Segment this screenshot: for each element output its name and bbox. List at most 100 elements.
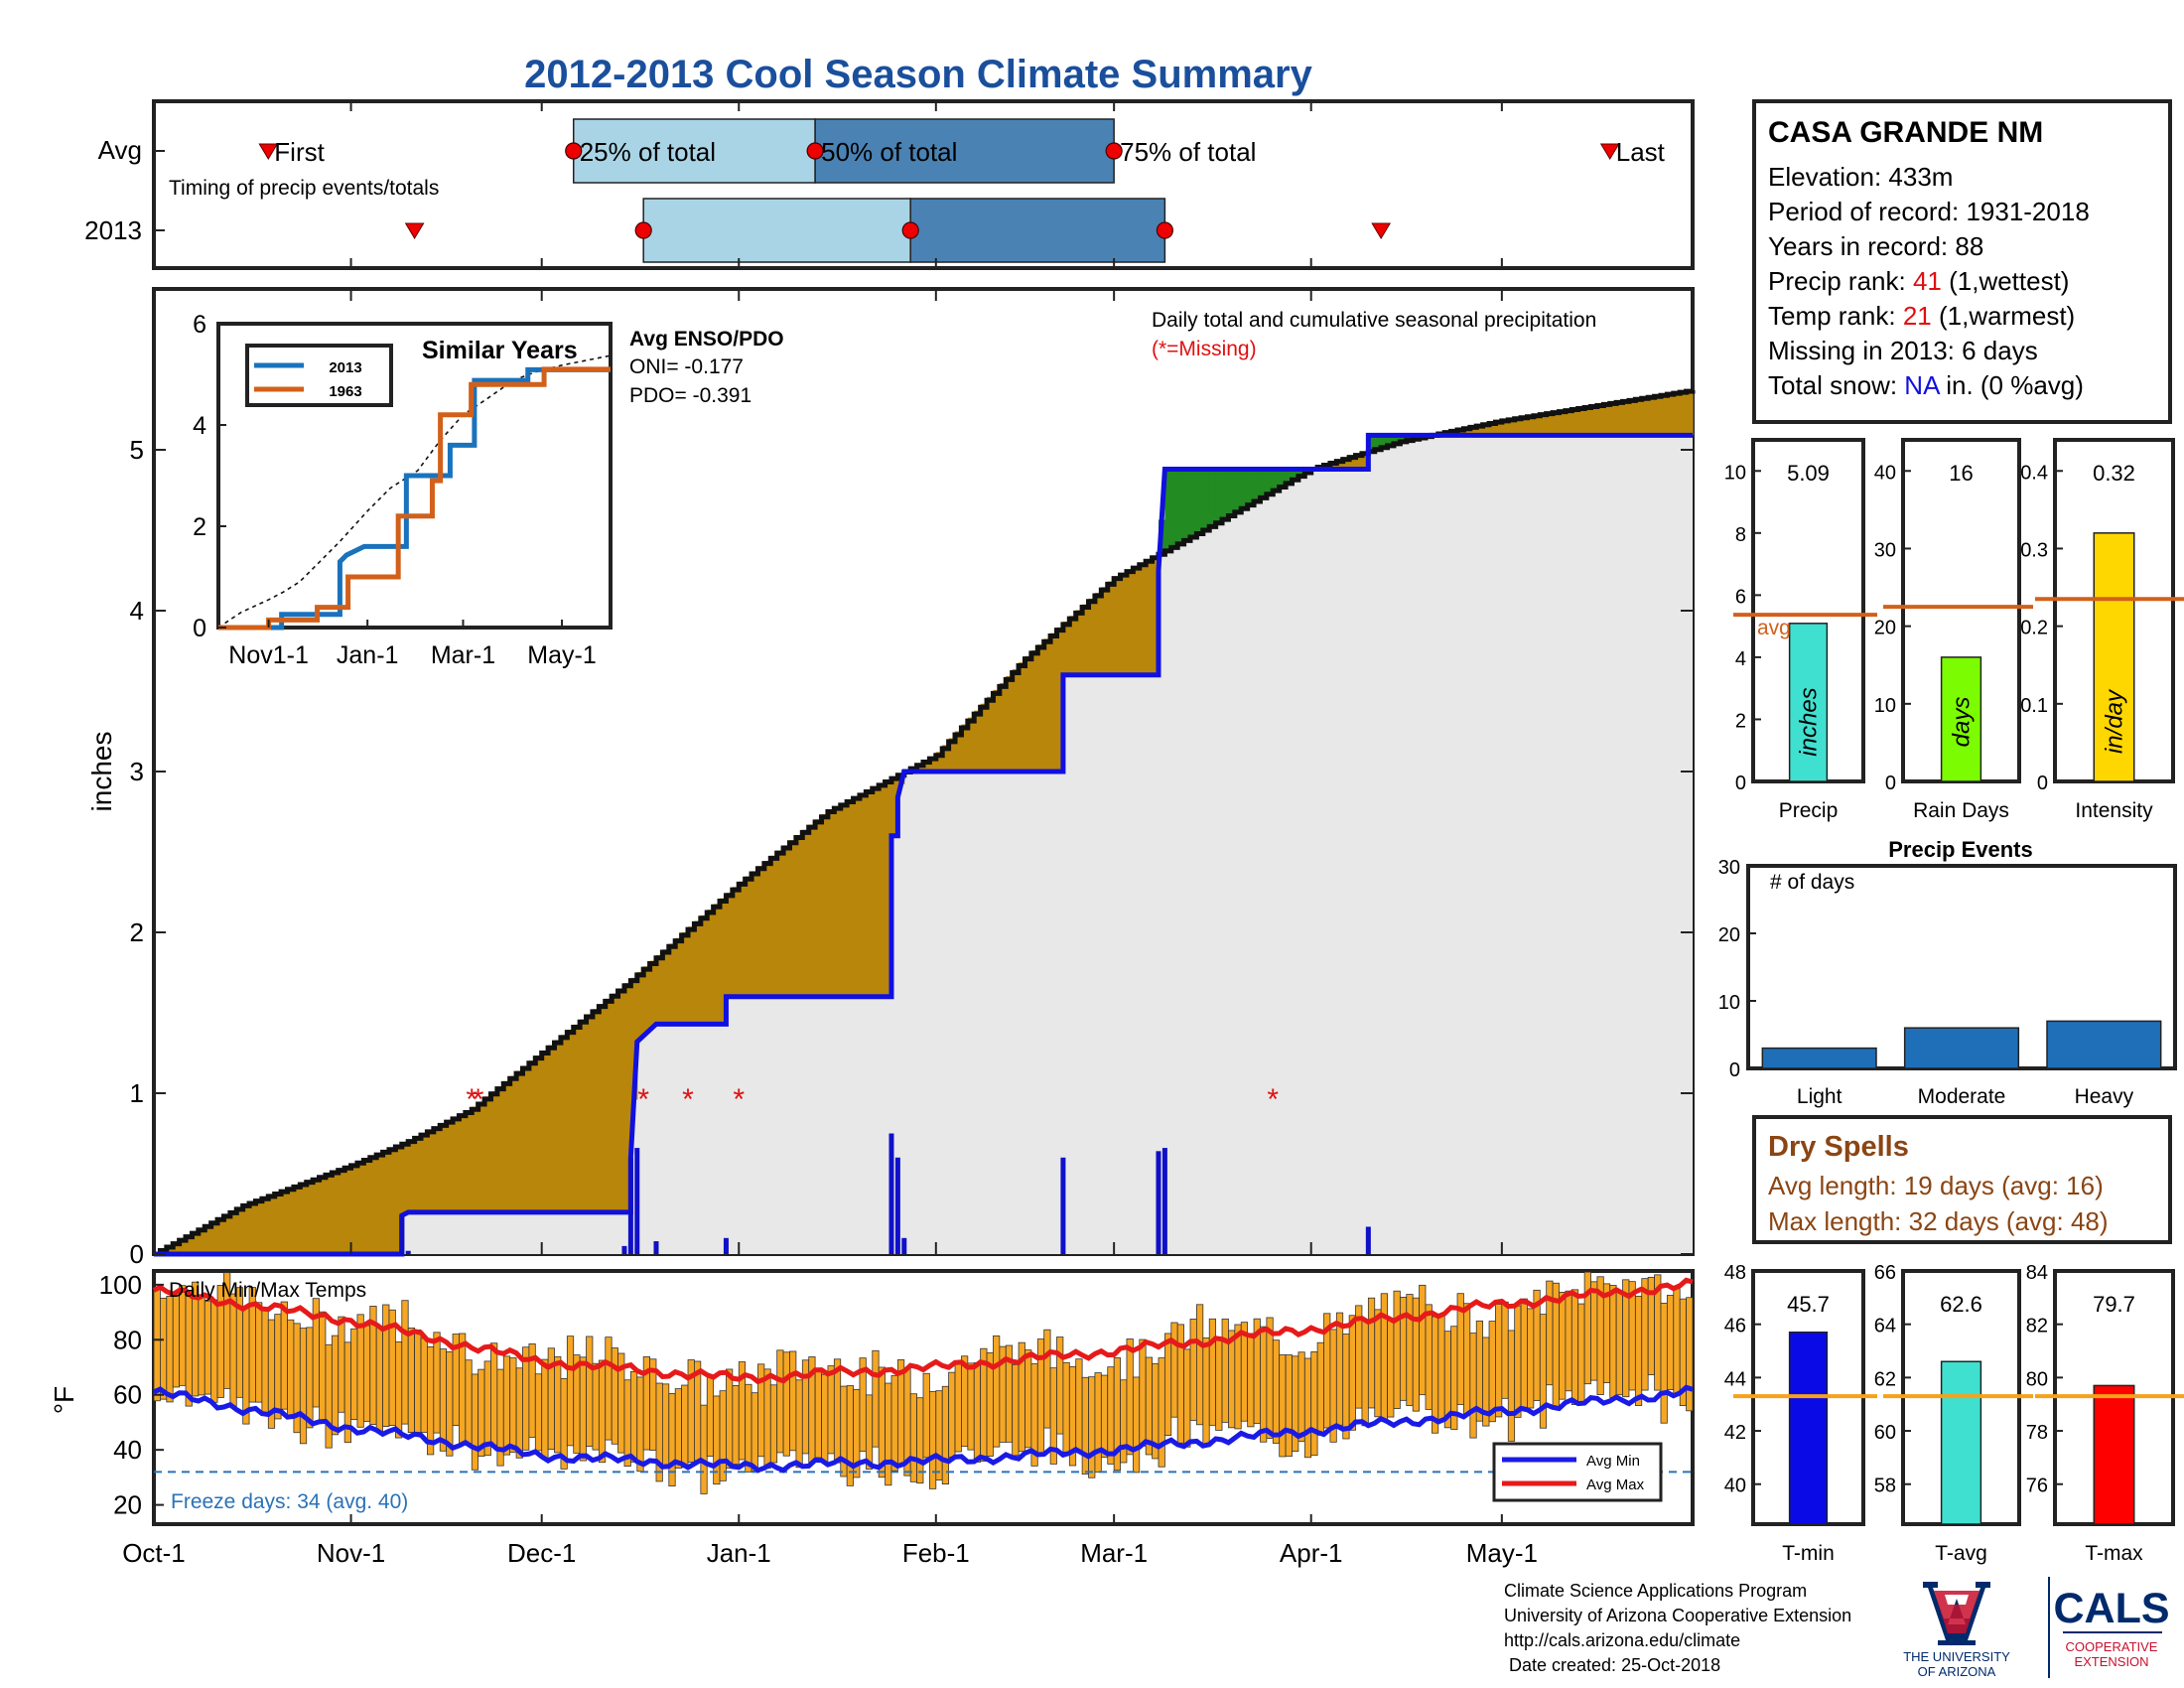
daily-temp-bar [1176, 1324, 1185, 1444]
deficit-fill [1139, 562, 1147, 675]
deficit-fill [567, 1030, 575, 1212]
deficit-fill [382, 1151, 390, 1254]
daily-temp-bar [681, 1384, 689, 1469]
daily-temp-bar [700, 1404, 708, 1494]
deficit-fill [1463, 428, 1471, 436]
deficit-fill [802, 829, 810, 997]
station-snow: Total snow: NA in. (0 %avg) [1768, 370, 2084, 400]
daily-temp-bar [1488, 1321, 1496, 1423]
daily-temp-bar [1247, 1333, 1255, 1428]
daily-temp-bar [1348, 1315, 1356, 1431]
daily-temp-bar [935, 1390, 943, 1481]
daily-temp-bar [287, 1319, 295, 1418]
deficit-fill [1019, 662, 1026, 772]
month-axis-label: Mar-1 [1080, 1538, 1148, 1568]
daily-temp-bar [299, 1328, 308, 1445]
deficit-fill [961, 724, 969, 772]
daily-temp-bar [210, 1299, 218, 1403]
page-title: 2012-2013 Cool Season Climate Summary [524, 53, 1312, 96]
deficit-fill [1501, 420, 1509, 436]
precip-events-ylabel: # of days [1770, 871, 1854, 894]
surplus-fill [1387, 435, 1395, 445]
stat-label-2: Intensity [2075, 799, 2153, 822]
stat-label-0: Precip [1779, 799, 1839, 822]
dry-spells-max: Max length: 32 days (avg: 48) [1768, 1206, 2109, 1236]
precip-event-bar-moderate [1903, 1027, 2020, 1069]
deficit-fill [1660, 394, 1668, 436]
daily-temp-bar [1387, 1320, 1395, 1418]
deficit-fill [993, 689, 1001, 772]
daily-temp-bar [338, 1316, 345, 1413]
surplus-fill [1273, 469, 1281, 490]
daily-temp-bar [356, 1314, 364, 1428]
daily-temp-bar [795, 1379, 803, 1469]
station-missing: Missing in 2013: 6 days [1768, 336, 2038, 365]
daily-temp-bar [1393, 1290, 1401, 1409]
y2013-row-box-25-50 [642, 198, 911, 263]
daily-temp-bar [1139, 1338, 1147, 1447]
deficit-fill [293, 1186, 301, 1254]
deficit-fill [205, 1224, 212, 1254]
daily-precip-bar [901, 1237, 907, 1254]
daily-temp-bar [420, 1337, 428, 1433]
deficit-fill [586, 1014, 594, 1212]
deficit-fill [612, 993, 619, 1212]
stat-tick-label: 0.4 [2020, 462, 2048, 484]
avg-row-box-25-50 [572, 118, 816, 184]
daily-temp-bar [1437, 1314, 1445, 1423]
event-tick-label: 20 [1718, 924, 1740, 946]
daily-temp-bar [1316, 1341, 1324, 1436]
deficit-fill [1043, 638, 1051, 772]
station-temp-rank: Temp rank: 21 (1,warmest) [1768, 301, 2075, 331]
deficit-fill [229, 1210, 237, 1254]
daily-temp-bar [1660, 1303, 1668, 1424]
daily-temp-bar [439, 1348, 448, 1452]
deficit-fill [1030, 649, 1038, 772]
surplus-fill [1190, 469, 1198, 536]
daily-temp-bar [153, 1287, 161, 1402]
temp-stat-value-0: 45.7 [1787, 1292, 1830, 1317]
station-period: Period of record: 1931-2018 [1768, 197, 2090, 226]
inset-ytick-label: 4 [193, 412, 206, 440]
daily-temp-bar [325, 1343, 333, 1449]
deficit-fill [325, 1174, 333, 1254]
deficit-fill [1342, 458, 1350, 470]
precip-event-label: Light [1797, 1085, 1843, 1108]
daily-temp-bar [636, 1376, 644, 1473]
daily-temp-bar [929, 1391, 937, 1489]
deficit-fill [1114, 576, 1122, 675]
surplus-fill [1196, 469, 1204, 532]
deficit-fill [763, 860, 771, 997]
deficit-fill [1075, 610, 1083, 675]
daily-temp-bar [534, 1373, 543, 1452]
daily-temp-bar [382, 1304, 390, 1427]
inset-xtick-label: Jan-1 [337, 641, 399, 669]
deficit-fill [484, 1096, 492, 1212]
daily-temp-bar [1024, 1349, 1032, 1449]
deficit-fill [808, 824, 816, 997]
station-years: Years in record: 88 [1768, 231, 1983, 261]
cals-sub-2: EXTENSION [2074, 1654, 2148, 1669]
deficit-fill [605, 998, 613, 1212]
daily-temp-bar [483, 1360, 491, 1457]
precip-events-title: Precip Events [1888, 837, 2033, 862]
surplus-fill [1297, 469, 1305, 475]
deficit-fill [1050, 633, 1058, 772]
y2013-row-marker-p50 [901, 221, 919, 239]
deficit-fill [369, 1156, 377, 1254]
surplus-fill [1266, 469, 1274, 492]
stat-unit-1: days [1949, 697, 1976, 748]
precip-ytick-label: 4 [130, 596, 144, 626]
deficit-fill [599, 1004, 607, 1212]
timing-row-2013: 2013 [84, 215, 142, 245]
deficit-fill [872, 786, 880, 997]
cals-sub-1: COOPERATIVE [2066, 1639, 2158, 1654]
deficit-fill [1476, 425, 1484, 436]
deficit-fill [1152, 556, 1160, 675]
deficit-fill [554, 1040, 562, 1212]
deficit-fill [503, 1080, 511, 1212]
deficit-fill [192, 1231, 200, 1254]
stat-bar-1 [1940, 656, 1982, 782]
deficit-fill [1686, 390, 1694, 436]
